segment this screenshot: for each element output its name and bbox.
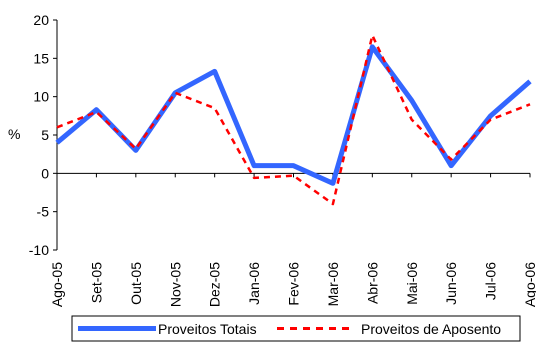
- x-tick-label: Jul-06: [483, 262, 499, 300]
- y-tick-label: 20: [33, 12, 49, 28]
- y-ticks: -10 -5 0 5 10 15 20: [29, 12, 57, 258]
- x-tick-label: Set-05: [88, 262, 104, 303]
- x-tick-label: Nov-05: [167, 262, 183, 307]
- y-tick-label: 15: [33, 50, 49, 66]
- y-tick-label: 0: [41, 165, 49, 181]
- legend-label-proveitos-totais: Proveitos Totais: [158, 321, 257, 337]
- y-tick-label: -10: [29, 242, 49, 258]
- x-ticks: Ago-05 Set-05 Out-05 Nov-05 Dez-05 Jan-06 Fev-…: [49, 173, 536, 307]
- x-tick-label: Jan-06: [246, 262, 262, 305]
- x-tick-label: Dez-05: [207, 262, 223, 307]
- series-line-proveitos-totais: [55, 44, 532, 186]
- series-lines: [55, 34, 532, 206]
- y-axis-label: %: [8, 126, 20, 142]
- x-tick-label: Ago-06: [522, 262, 536, 307]
- legend: Proveitos Totais Proveitos de Aposento: [71, 315, 521, 342]
- x-tick-label: Jun-06: [443, 262, 459, 305]
- legend-label-proveitos-de-aposento: Proveitos de Aposento: [361, 321, 501, 337]
- y-tick-label: 5: [41, 127, 49, 143]
- x-tick-label: Ago-05: [49, 262, 65, 307]
- y-tick-label: -5: [37, 204, 50, 220]
- x-tick-label: Out-05: [128, 262, 144, 305]
- x-tick-label: Abr-06: [364, 262, 380, 304]
- x-tick-label: Mai-06: [404, 262, 420, 305]
- series-line-proveitos-de-aposento: [56, 34, 531, 206]
- x-tick-label: Mar-06: [325, 262, 341, 307]
- y-tick-label: 10: [33, 89, 49, 105]
- x-tick-label: Fev-06: [286, 262, 302, 306]
